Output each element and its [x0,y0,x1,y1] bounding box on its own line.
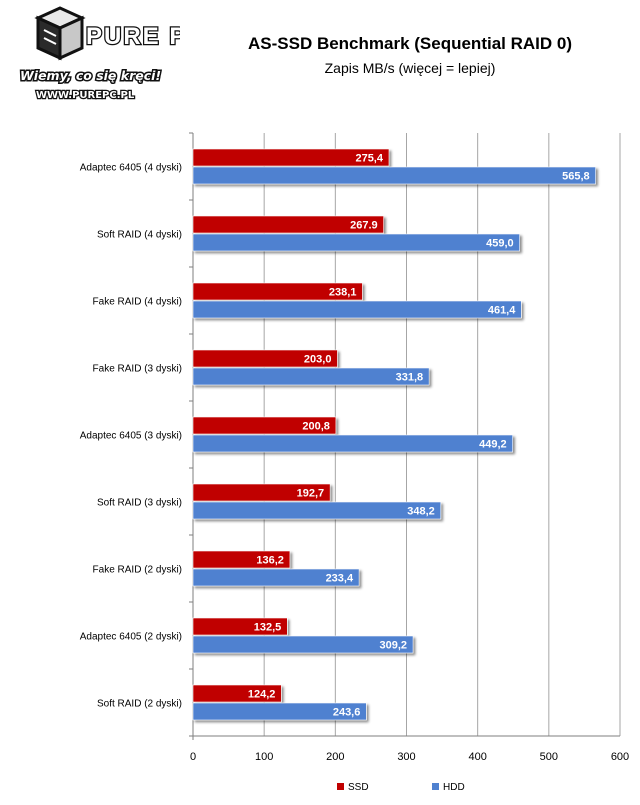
grid-lines [263,133,621,736]
data-label-hdd: 243,6 [333,707,361,719]
x-tick-label: 300 [397,751,415,763]
category-label: Soft RAID (3 dyski) [97,498,182,509]
category-label: Soft RAID (2 dyski) [97,699,182,710]
data-label-hdd: 565,8 [562,171,590,183]
legend-label-hdd: HDD [443,782,465,793]
data-label-ssd: 267.9 [350,220,378,232]
bar-hdd [192,568,360,587]
bar-hdd [192,367,430,386]
chart-subtitle: Zapis MB/s (więcej = lepiej) [324,60,496,76]
logo-cube-icon [34,6,86,61]
data-label-hdd: 449,2 [479,439,507,451]
bar-hdd [192,635,414,654]
bar-ssd [192,349,338,368]
labels: 275,4 565,8 267.9 459,0 238,1 461,4 203,0 331,8… [248,153,590,719]
category-label: Adaptec 6405 (2 dyski) [80,632,182,643]
category-label: Adaptec 6405 (4 dyski) [80,163,182,174]
bars [192,148,596,721]
x-tick-label: 600 [611,751,629,763]
legend-label-ssd: SSD [348,782,369,793]
legend: SSD HDD [337,782,465,793]
bar-ssd [192,148,390,167]
data-label-ssd: 238,1 [329,287,357,299]
category-label: Fake RAID (4 dyski) [93,297,182,308]
data-label-ssd: 132,5 [254,622,282,634]
bar-ssd [192,550,291,569]
data-label-hdd: 309,2 [380,640,408,652]
bar-ssd [192,416,337,435]
x-tick-label: 200 [326,751,344,763]
category-label: Soft RAID (4 dyski) [97,230,182,241]
data-label-hdd: 459,0 [486,238,514,250]
category-label: Fake RAID (3 dyski) [93,364,182,375]
data-label-hdd: 233,4 [326,573,354,585]
logo-url: WWW.PUREPC.PL [36,90,135,101]
data-label-hdd: 461,4 [488,305,516,317]
category-label: Fake RAID (2 dyski) [93,565,182,576]
bar-hdd [192,501,442,520]
logo-slogan: Wiemy, co się kręci! [20,68,161,83]
data-label-ssd: 200,8 [302,421,330,433]
data-label-hdd: 348,2 [407,506,435,518]
bar-hdd [192,300,522,319]
legend-swatch-hdd [432,783,439,790]
data-label-ssd: 275,4 [355,153,383,165]
data-label-ssd: 124,2 [248,689,276,701]
bar-hdd [192,434,513,453]
bar-ssd [192,684,282,703]
x-tick-label: 500 [540,751,558,763]
bar-hdd [192,233,520,252]
chart-title: AS-SSD Benchmark (Sequential RAID 0) [247,34,572,53]
bar-ssd [192,617,288,636]
bar-hdd [192,166,596,185]
data-label-ssd: 192,7 [297,488,325,500]
data-label-ssd: 203,0 [304,354,332,366]
x-tick-label: 0 [190,751,196,763]
bar-ssd [192,282,363,301]
bar-ssd [192,483,331,502]
bar-hdd [192,702,367,721]
category-label: Adaptec 6405 (3 dyski) [80,431,182,442]
x-tick-label: 400 [468,751,486,763]
data-label-hdd: 331,8 [396,372,424,384]
bar-ssd [192,215,384,234]
legend-swatch-ssd [337,783,344,790]
x-tick-label: 100 [255,751,273,763]
data-label-ssd: 136,2 [256,555,284,567]
logo-brand: PURE PC [86,23,180,50]
purepc-logo: PURE PC Wiemy, co się kręci! WWW.PUREPC.… [19,6,180,102]
